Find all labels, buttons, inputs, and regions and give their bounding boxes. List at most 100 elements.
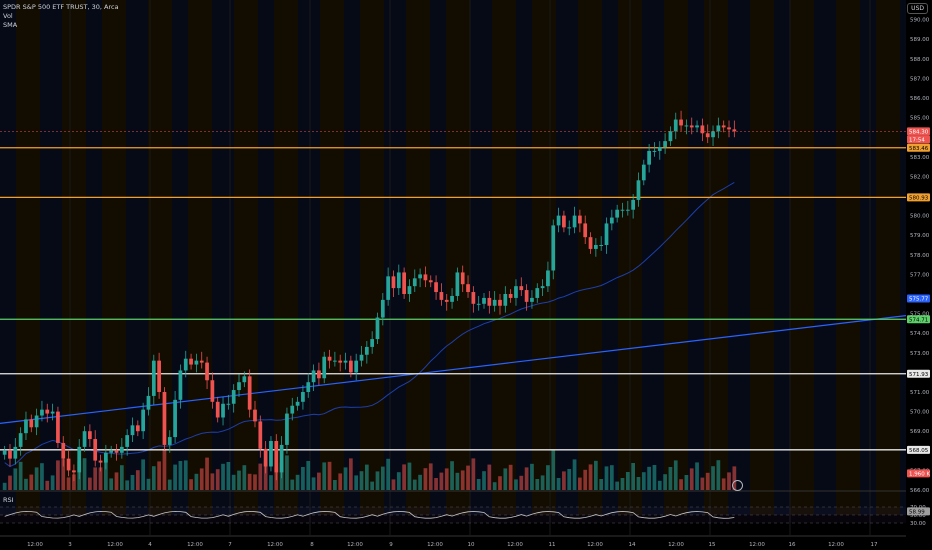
volume-indicator-label[interactable]: Vol bbox=[3, 12, 13, 20]
candle-body bbox=[498, 299, 502, 306]
candle-body bbox=[572, 215, 577, 228]
candle-body bbox=[519, 286, 524, 291]
price-axis-tick: 571.00 bbox=[910, 390, 930, 396]
candle-body bbox=[578, 215, 582, 224]
session-band bbox=[298, 0, 320, 515]
candle-body bbox=[684, 125, 689, 127]
price-axis-tick: 578.00 bbox=[910, 253, 930, 259]
volume-bar bbox=[418, 474, 422, 490]
alert-icon[interactable] bbox=[732, 480, 743, 491]
candle-body bbox=[141, 409, 146, 432]
candle-body bbox=[567, 227, 572, 229]
session-band bbox=[86, 0, 102, 515]
candle-body bbox=[636, 180, 641, 200]
volume-bar bbox=[173, 464, 177, 490]
time-axis-label: 12:00 bbox=[27, 542, 43, 548]
candle-body bbox=[556, 215, 561, 226]
candle-body bbox=[407, 286, 412, 294]
volume-bar bbox=[231, 474, 236, 490]
horizontal-levels[interactable] bbox=[0, 147, 906, 451]
session-band bbox=[62, 0, 86, 515]
volume-bar bbox=[215, 469, 220, 490]
sma-indicator-label[interactable]: SMA bbox=[3, 21, 18, 29]
candle-body bbox=[732, 129, 737, 132]
price-badge-label: 571.93 bbox=[909, 372, 929, 378]
candle-body bbox=[471, 292, 476, 304]
price-axis-badges: 583.46 580.93 574.71 571.93 568.05 584.30 17:5… bbox=[907, 127, 930, 516]
candle-body bbox=[8, 450, 12, 459]
volume-bar bbox=[237, 470, 241, 490]
volume-bar bbox=[476, 479, 481, 490]
volume-bar bbox=[412, 479, 417, 490]
candle-body bbox=[514, 286, 518, 298]
volume-bar bbox=[247, 473, 252, 490]
candle-body bbox=[396, 272, 401, 289]
price-axis-tick: 580.00 bbox=[910, 214, 930, 220]
price-badge-label: 575.77 bbox=[909, 297, 929, 303]
candle-body bbox=[119, 446, 124, 453]
candle-body bbox=[29, 419, 34, 428]
volume-bar bbox=[380, 466, 385, 490]
candle-body bbox=[173, 399, 177, 438]
volume-bar bbox=[24, 478, 28, 490]
currency-button[interactable]: USD bbox=[907, 3, 928, 14]
volume-bar bbox=[689, 468, 694, 490]
time-axis-label: 12:00 bbox=[668, 542, 684, 548]
time-axis-label: 8 bbox=[310, 542, 314, 548]
volume-bar bbox=[29, 474, 34, 490]
candle-body bbox=[114, 450, 119, 453]
price-axis-tick: 569.00 bbox=[910, 429, 930, 435]
session-band bbox=[704, 0, 728, 515]
price-badge bbox=[907, 315, 930, 324]
candle-body bbox=[530, 297, 534, 302]
candle-body bbox=[647, 150, 651, 165]
price-axis-tick: 589.00 bbox=[910, 37, 930, 43]
volume-bar bbox=[684, 475, 689, 490]
volume-bar bbox=[45, 480, 50, 490]
price-axis-tick: 587.00 bbox=[910, 76, 930, 82]
candle-body bbox=[412, 278, 417, 287]
volume-bar bbox=[199, 468, 204, 490]
candle-body bbox=[205, 362, 209, 381]
volume-bar bbox=[673, 460, 678, 490]
volume-bar bbox=[189, 479, 193, 490]
session-band bbox=[446, 0, 470, 515]
volume-bar bbox=[119, 465, 124, 490]
volume-bar bbox=[562, 471, 566, 490]
price-badge bbox=[907, 135, 930, 144]
volume-bar bbox=[290, 479, 295, 490]
time-axis[interactable]: 12:00 3 12:00 4 12:00 7 12:00 8 12:00 9 12:00 10 12:… bbox=[27, 542, 878, 548]
volume-bar bbox=[482, 471, 486, 490]
volume-bar bbox=[322, 462, 327, 490]
rsi-label[interactable]: RSI bbox=[3, 496, 14, 504]
time-axis-label: 16 bbox=[789, 542, 796, 548]
session-band bbox=[814, 0, 836, 515]
candle-body bbox=[231, 390, 236, 404]
time-axis-label: 9 bbox=[389, 542, 393, 548]
sma-long-line bbox=[0, 315, 907, 424]
price-badge-label: 568.05 bbox=[909, 448, 929, 454]
session-band bbox=[16, 0, 40, 515]
time-axis-label: 12:00 bbox=[347, 542, 363, 548]
volume-bar bbox=[258, 463, 263, 490]
candle-body bbox=[327, 356, 332, 361]
price-badge-label: 583.46 bbox=[909, 146, 929, 152]
volume-bar bbox=[205, 457, 209, 490]
volume-bar bbox=[711, 466, 715, 490]
volume-bar bbox=[125, 480, 130, 490]
volume-bar bbox=[583, 469, 588, 490]
session-band bbox=[790, 0, 814, 515]
session-band bbox=[148, 0, 172, 515]
session-band bbox=[126, 0, 148, 515]
price-axis-background[interactable] bbox=[906, 0, 932, 550]
volume-bar bbox=[663, 474, 667, 490]
volume-bar bbox=[130, 475, 135, 490]
price-axis-tick: 582.00 bbox=[910, 174, 930, 180]
candle-body bbox=[301, 392, 305, 402]
session-band bbox=[602, 0, 618, 515]
symbol-title[interactable]: SPDR S&P 500 ETF TRUST, 30, Arca bbox=[3, 3, 119, 11]
candle-body bbox=[668, 131, 673, 142]
volume-bar bbox=[631, 463, 636, 490]
candle-body bbox=[487, 297, 492, 306]
